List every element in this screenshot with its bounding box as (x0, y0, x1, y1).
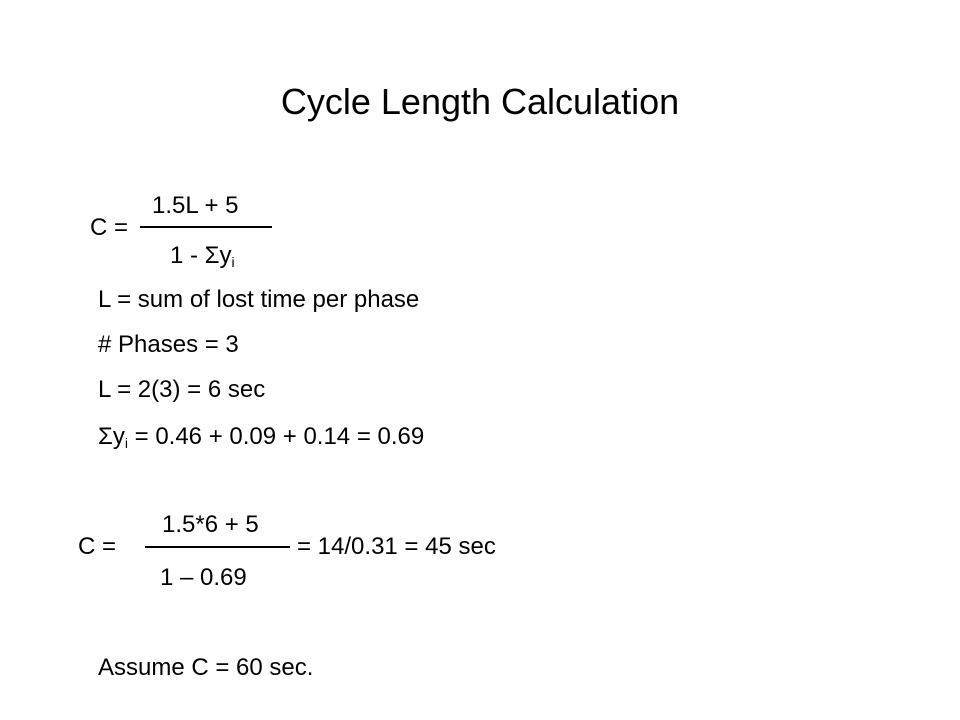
conclusion: Assume C = 60 sec. (98, 654, 314, 681)
fraction-bar (140, 226, 272, 228)
slide-title: Cycle Length Calculation (280, 81, 680, 122)
formula-result: = 14/0.31 = 45 sec (297, 533, 496, 560)
denominator-subscript: i (231, 254, 235, 270)
definition: Σyi = 0.46 + 0.09 + 0.14 = 0.69 (98, 423, 425, 451)
formula-lhs: C = (78, 533, 117, 560)
formula-denominator: 1 - Σyi (170, 242, 235, 270)
denominator-main: 1 - Σy (170, 242, 232, 269)
definition: # Phases = 3 (98, 331, 239, 358)
fraction-bar (145, 546, 290, 548)
subscript: i (124, 435, 128, 451)
formula-lhs: C = (90, 214, 129, 241)
formula-numerator: 1.5L + 5 (152, 192, 239, 219)
sum-symbol: Σy (98, 423, 125, 450)
sum-expression: = 0.46 + 0.09 + 0.14 = 0.69 (127, 423, 425, 450)
formula-denominator: 1 – 0.69 (160, 564, 247, 591)
definition: L = sum of lost time per phase (98, 286, 420, 313)
definition: L = 2(3) = 6 sec (98, 376, 266, 403)
formula-numerator: 1.5*6 + 5 (162, 511, 259, 538)
